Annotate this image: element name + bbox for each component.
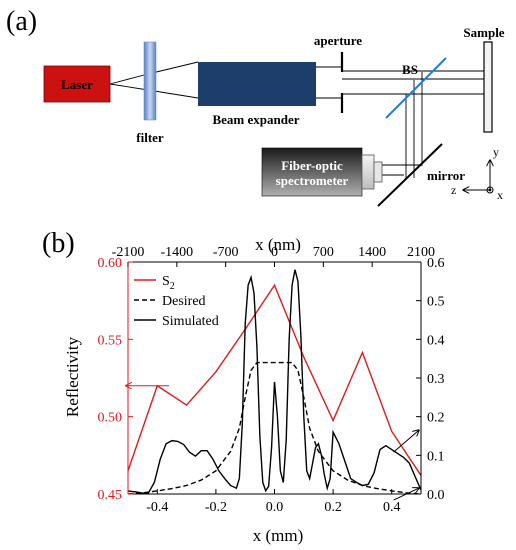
y-right-tick-label: 0.5	[427, 295, 445, 310]
y-left-tick-label: 0.60	[98, 256, 123, 271]
series-line-desired	[128, 361, 421, 494]
spectrometer	[261, 147, 363, 197]
arrow-to-right-axis	[393, 488, 419, 501]
legend-label-s2: S2	[162, 274, 175, 292]
beam-expander-label: Beam expander	[212, 112, 299, 127]
spectrometer-port-tip	[373, 161, 383, 183]
sample	[483, 41, 493, 133]
x-bottom-tick-label: -0.2	[205, 500, 227, 515]
x-top-tick-label: -2100	[112, 245, 145, 260]
x-top-tick-label: 0	[271, 245, 278, 260]
mirror	[377, 143, 443, 207]
panel-a-label: (a)	[6, 6, 37, 37]
sample-label: Sample	[463, 25, 504, 40]
y-right-tick-label: 0.0	[427, 488, 445, 503]
laser-label: Laser	[61, 77, 93, 92]
x-top-tick-label: -700	[213, 245, 239, 260]
y-left-tick-label: 0.55	[98, 333, 123, 348]
y-right-tick-label: 0.3	[427, 372, 445, 387]
x-bottom-tick-label: 0.0	[266, 500, 284, 515]
filter-label: filter	[136, 130, 164, 145]
spectrometer-label-line1: Fiber-optic	[281, 158, 343, 173]
y-right-tick-label: 0.1	[427, 449, 445, 464]
x-bottom-tick-label: -0.4	[146, 500, 168, 515]
series-line-simulated	[128, 269, 421, 494]
legend-label-desired: Desired	[162, 294, 206, 309]
axis-y-label: y	[493, 145, 499, 159]
mirror-label: mirror	[427, 168, 465, 183]
x-bottom-tick-label: 0.2	[324, 500, 342, 515]
panel-b-label: (b)	[42, 228, 75, 259]
x-top-tick-label: -1400	[160, 245, 193, 260]
spectrometer-label-line2: spectrometer	[276, 173, 349, 188]
axis-z-label: z	[451, 183, 456, 197]
axis-x-label: x	[497, 188, 503, 202]
beam-lines	[109, 61, 484, 178]
y-left-axis-title: Reflectivity	[63, 336, 82, 417]
x-top-tick-label: 2100	[407, 245, 435, 260]
y-left-tick-label: 0.45	[98, 488, 123, 503]
laser	[43, 65, 111, 103]
x-bottom-tick-label: 0.4	[383, 500, 401, 515]
panel-b: (b) x (nm) x (mm) Reflectivity -0.4 -0.2 0…	[42, 228, 445, 545]
x-top-tick-label: 1400	[358, 245, 386, 260]
aperture-label: aperture	[314, 33, 362, 48]
series-line-s2	[128, 283, 421, 476]
arrow-to-right-axis	[393, 430, 419, 453]
beam-expander	[198, 62, 316, 106]
beam-splitter	[385, 57, 447, 119]
y-right-tick-label: 0.6	[427, 256, 445, 271]
x-bottom-axis-title: x (mm)	[253, 526, 304, 545]
filter	[143, 41, 157, 121]
y-right-tick-label: 0.2	[427, 411, 445, 426]
plot-area: -0.4 -0.2 0.0 0.2 0.4 -2100 -1400 -700 0 700 1400 2…	[98, 245, 445, 515]
panel-a: (a) Laser filter Beam expander	[6, 6, 505, 207]
spectrometer-port	[361, 154, 375, 190]
x-top-tick-label: 700	[313, 245, 334, 260]
bs-label: BS	[402, 62, 418, 77]
coordinate-axes	[463, 160, 494, 194]
y-right-tick-label: 0.4	[427, 333, 445, 348]
y-left-tick-label: 0.50	[98, 411, 123, 426]
x-top-axis-title: x (nm)	[255, 235, 301, 254]
legend-label-simulated: Simulated	[162, 314, 219, 329]
